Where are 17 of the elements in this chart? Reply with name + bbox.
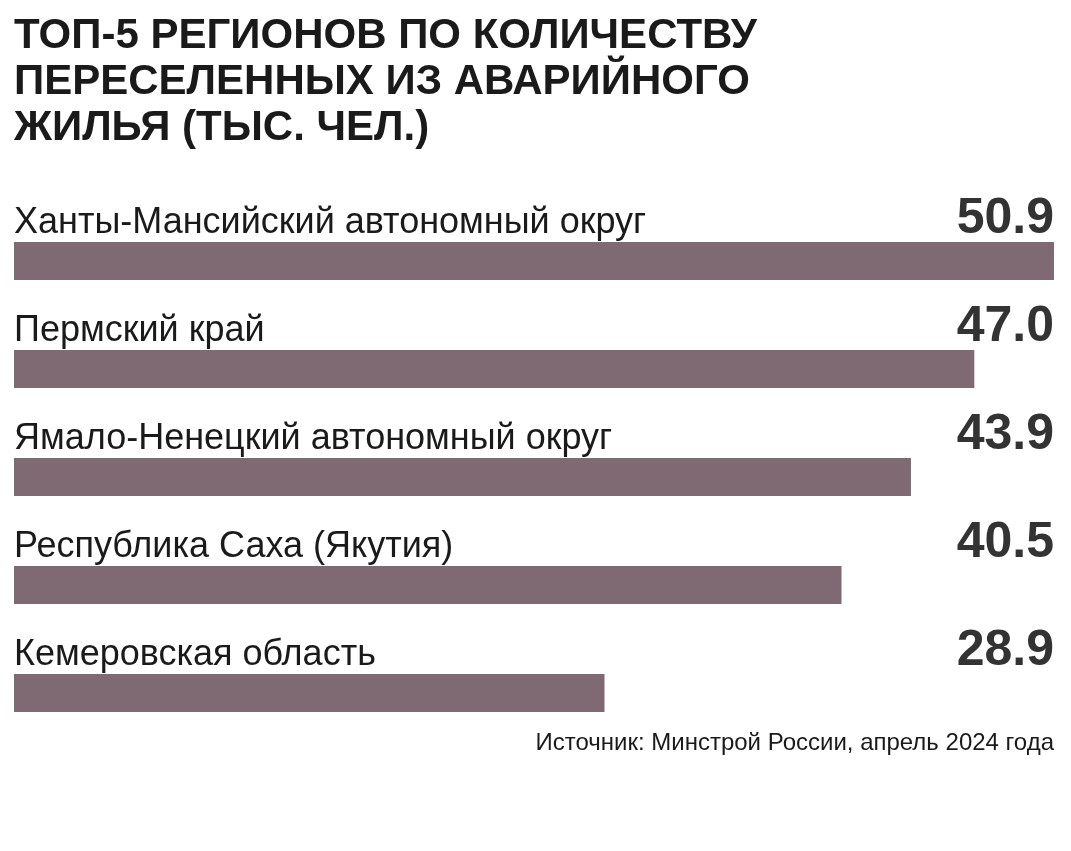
bar [14,566,842,604]
bar [14,350,975,388]
data-label: 50.9 [956,188,1054,244]
y-tick-label: Ямало-Ненецкий автономный округ [14,416,613,457]
y-tick-label: Республика Саха (Якутия) [14,524,454,565]
data-label: 40.5 [956,512,1054,568]
bar [14,458,911,496]
chart-title: ТОП-5 РЕГИОНОВ ПО КОЛИЧЕСТВУ ПЕРЕСЕЛЕННЫХ ИЗ АВАРИЙНОГО ЖИЛЬЯ (ТЫС. ЧЕЛ.) [13,10,758,149]
bar [14,242,1054,280]
text: Источник: Минстрой России, апрель 2024 года [535,728,1055,755]
y-tick-label: Кемеровская область [14,632,376,673]
y-tick-label: Ханты-Мансийский автономный округ [14,200,647,241]
y-tick-label: Пермский край [14,308,265,349]
data-label: 43.9 [956,404,1054,460]
data-label: 28.9 [956,620,1054,676]
bar [14,674,605,712]
data-label: 47.0 [956,296,1054,352]
